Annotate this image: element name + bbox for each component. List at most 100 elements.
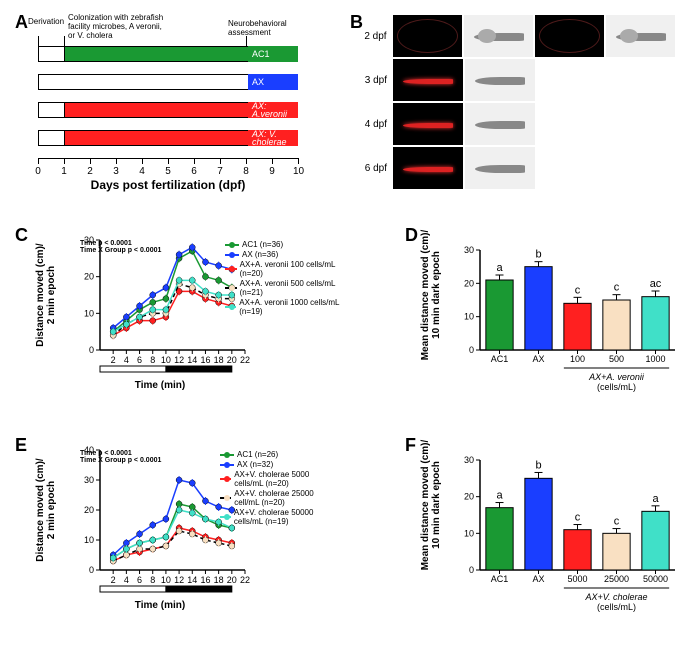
svg-text:22: 22	[240, 575, 250, 585]
svg-text:10: 10	[464, 312, 474, 322]
svg-text:10: 10	[84, 535, 94, 545]
panel-f-chart: Mean distance moved (cm)/ 10 min dark ep…	[425, 445, 675, 625]
micrograph-thumb	[393, 59, 463, 101]
svg-text:b: b	[535, 249, 541, 261]
panel-d-y-title: Mean distance moved (cm)/ 10 min dark ep…	[420, 225, 442, 365]
svg-text:12: 12	[174, 355, 184, 365]
svg-text:14: 14	[187, 575, 197, 585]
svg-text:18: 18	[214, 575, 224, 585]
figure-root: A Derivation Colonization with zebrafish…	[10, 10, 675, 649]
micrograph-thumb	[465, 59, 535, 101]
svg-text:a: a	[496, 262, 503, 274]
svg-text:6: 6	[137, 355, 142, 365]
svg-text:8: 8	[150, 355, 155, 365]
svg-text:AC1: AC1	[491, 574, 509, 584]
panel-e-legend: AC1 (n=26)AX (n=32)AX+V. cholerae 5000 c…	[220, 450, 340, 527]
svg-text:8: 8	[150, 575, 155, 585]
panel-d-label: D	[405, 225, 418, 246]
panel-c-x-title: Time (min)	[120, 380, 200, 391]
dpf-label: 4 dpf	[355, 119, 387, 130]
svg-text:0: 0	[89, 565, 94, 575]
derivation-label: Derivation	[28, 18, 64, 27]
svg-text:b: b	[535, 459, 541, 471]
svg-text:18: 18	[214, 355, 224, 365]
micrograph-thumb	[465, 147, 535, 189]
svg-text:30: 30	[464, 455, 474, 465]
svg-text:10: 10	[161, 575, 171, 585]
svg-text:AX: AX	[532, 574, 544, 584]
panel-e-label: E	[15, 435, 27, 456]
svg-text:AC1: AC1	[491, 354, 509, 364]
svg-text:a: a	[652, 493, 659, 505]
dpf-label: 2 dpf	[355, 31, 387, 42]
panel-e-chart: Distance moved (cm)/ 2 min epoch Time p …	[40, 445, 340, 615]
timeline-label-AX: AX	[248, 74, 298, 90]
panel-e-x-title: Time (min)	[120, 600, 200, 611]
svg-text:20: 20	[464, 278, 474, 288]
svg-text:AX: AX	[532, 354, 544, 364]
svg-text:50000: 50000	[643, 574, 668, 584]
svg-text:30: 30	[84, 235, 94, 245]
svg-text:2: 2	[111, 355, 116, 365]
svg-text:6: 6	[137, 575, 142, 585]
micrograph-thumb	[606, 15, 675, 57]
micrograph-thumb	[393, 147, 463, 189]
svg-text:12: 12	[174, 575, 184, 585]
panel-a-label: A	[15, 12, 28, 33]
svg-text:(cells/mL): (cells/mL)	[597, 382, 636, 392]
micrograph-thumb	[464, 15, 533, 57]
micrograph-thumb	[393, 15, 462, 57]
svg-text:10: 10	[464, 528, 474, 538]
svg-text:c: c	[575, 284, 581, 296]
svg-text:30: 30	[464, 245, 474, 255]
panel-d-chart: Mean distance moved (cm)/ 10 min dark ep…	[425, 235, 675, 405]
micrograph-thumb	[393, 103, 463, 145]
assessment-label: Neurobehavioral assessment	[228, 20, 287, 38]
svg-text:5000: 5000	[567, 574, 587, 584]
panel-c-legend: AC1 (n=36)AX (n=36)AX+A. veronii 100 cel…	[225, 240, 340, 317]
svg-text:10: 10	[161, 355, 171, 365]
panel-c-y-title: Distance moved (cm)/ 2 min epoch	[35, 225, 57, 365]
svg-text:20: 20	[464, 492, 474, 502]
timeline-label-AX_Vcholerae: AX: V. cholerae	[248, 130, 298, 146]
svg-text:40: 40	[84, 445, 94, 455]
panel-a: Derivation Colonization with zebrafish f…	[28, 18, 328, 198]
svg-text:30: 30	[84, 475, 94, 485]
panel-f-label: F	[405, 435, 416, 456]
svg-text:25000: 25000	[604, 574, 629, 584]
panel-a-x-title: Days post fertilization (dpf)	[68, 178, 268, 192]
timeline-label-AC1: AC1	[248, 46, 298, 62]
dpf-label: 3 dpf	[355, 75, 387, 86]
svg-text:0: 0	[469, 345, 474, 355]
svg-text:16: 16	[200, 575, 210, 585]
svg-text:4: 4	[124, 575, 129, 585]
svg-text:c: c	[575, 512, 581, 524]
svg-text:AX+A. veronii: AX+A. veronii	[588, 372, 645, 382]
micrograph-thumb	[465, 103, 535, 145]
panel-b: 2 dpf 3 dpf 4 dpf 6 dpf	[355, 15, 675, 191]
svg-text:16: 16	[200, 355, 210, 365]
panel-c-chart: Distance moved (cm)/ 2 min epoch Time p …	[40, 235, 340, 395]
svg-text:20: 20	[227, 355, 237, 365]
timeline-label-AX_Averonii: AX: A.veronii	[248, 102, 298, 118]
micrograph-thumb	[535, 15, 604, 57]
panel-c-label: C	[15, 225, 28, 246]
svg-text:c: c	[614, 516, 620, 528]
svg-text:4: 4	[124, 355, 129, 365]
colonization-label: Colonization with zebrafish facility mic…	[68, 14, 163, 40]
svg-text:AX+V. cholerae: AX+V. cholerae	[584, 592, 647, 602]
svg-text:2: 2	[111, 575, 116, 585]
svg-text:c: c	[614, 282, 620, 294]
svg-text:0: 0	[469, 565, 474, 575]
svg-text:(cells/mL): (cells/mL)	[597, 602, 636, 612]
svg-text:20: 20	[84, 505, 94, 515]
svg-text:0: 0	[89, 345, 94, 355]
svg-text:14: 14	[187, 355, 197, 365]
svg-text:100: 100	[570, 354, 585, 364]
dpf-label: 6 dpf	[355, 163, 387, 174]
svg-text:10: 10	[84, 308, 94, 318]
panel-f-y-title: Mean distance moved (cm)/ 10 min dark ep…	[420, 435, 442, 575]
svg-text:20: 20	[84, 272, 94, 282]
svg-text:a: a	[496, 490, 503, 502]
svg-text:1000: 1000	[645, 354, 665, 364]
